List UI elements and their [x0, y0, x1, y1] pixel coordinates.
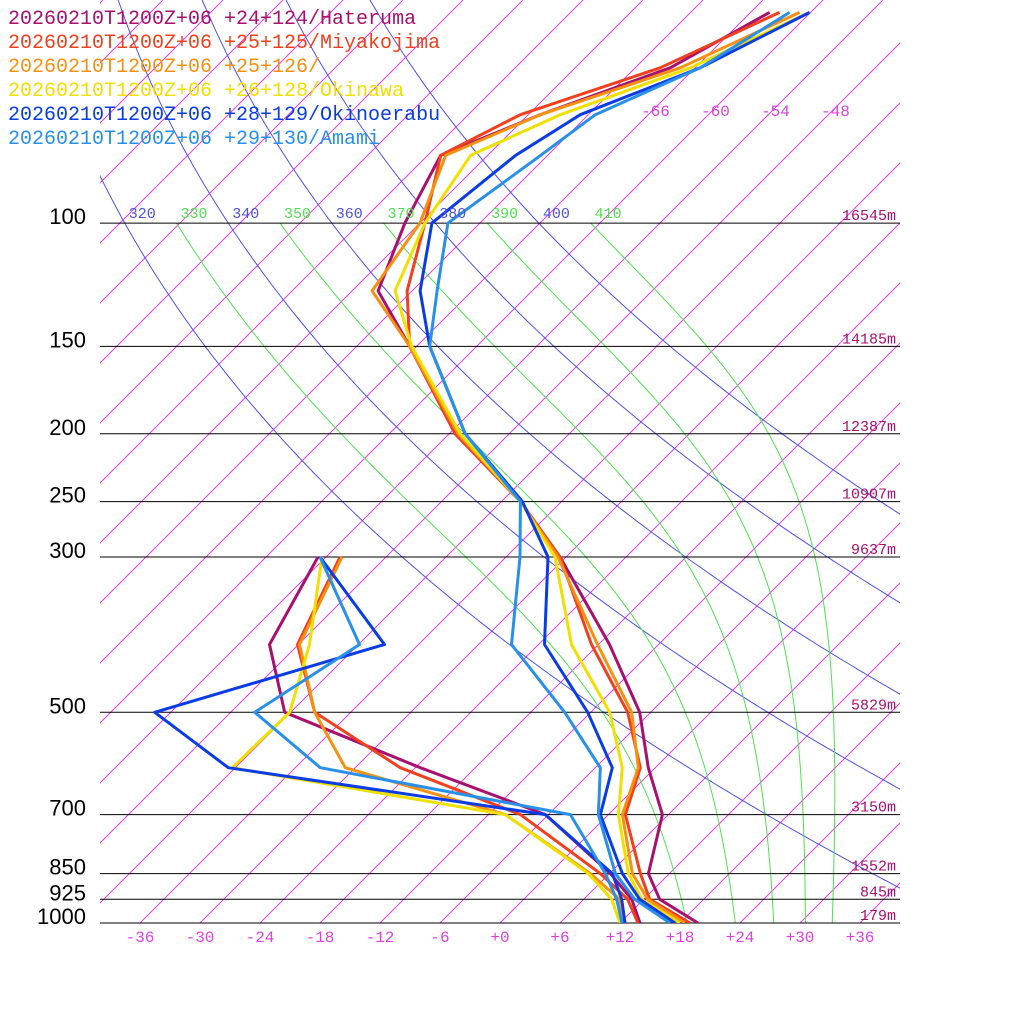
- legend-entry: 20260210T1200Z+06 +29+130/Amami: [8, 128, 380, 151]
- height-label: 9637m: [851, 542, 896, 559]
- dry-adiabat: [285, 0, 900, 604]
- height-label: 12387m: [842, 419, 896, 436]
- isotherm: [100, 0, 824, 724]
- isotherm: [739, 762, 900, 923]
- x-tick-label: +24: [726, 929, 755, 947]
- height-label: 3150m: [851, 800, 896, 817]
- dry-adiabat-label: 360: [336, 206, 363, 223]
- moist-adiabat-label: 410: [595, 206, 622, 223]
- temperature-line: [370, 11, 801, 923]
- moist-adiabat-label: 350: [284, 206, 311, 223]
- isotherm: [559, 582, 900, 923]
- x-tick-label: -36: [126, 929, 155, 947]
- temperature-line: [418, 11, 811, 923]
- legend-entry: 20260210T1200Z+06 +25+125/Miyakojima: [8, 32, 440, 55]
- temperature-line: [376, 11, 771, 923]
- y-tick-label: 925: [49, 880, 86, 905]
- isotherm: [619, 642, 900, 923]
- x-tick-label: +36: [846, 929, 875, 947]
- y-tick-label: 200: [49, 415, 86, 440]
- dewpoint-line: [230, 556, 622, 923]
- sounding-traces: [153, 11, 811, 923]
- height-label: 14185m: [842, 331, 896, 348]
- dry-adiabat-label: 340: [232, 206, 259, 223]
- y-tick-label: 150: [49, 327, 86, 352]
- y-tick-label: 250: [49, 483, 86, 508]
- dry-adiabat: [369, 0, 900, 515]
- moist-adiabat: [383, 222, 775, 923]
- isotherm: [100, 0, 764, 664]
- dry-adiabat-label: 320: [129, 206, 156, 223]
- height-label: 179m: [860, 908, 896, 925]
- height-label: 845m: [860, 884, 896, 901]
- dry-adiabat-label: 400: [543, 206, 570, 223]
- dry-adiabat-label: 380: [439, 206, 466, 223]
- x-tick-label: +30: [786, 929, 815, 947]
- isotherm-label: -48: [821, 103, 850, 121]
- y-tick-label: 850: [49, 855, 86, 880]
- x-tick-label: +6: [550, 929, 569, 947]
- isotherm: [679, 702, 900, 923]
- isotherm: [499, 522, 900, 923]
- y-tick-label: 500: [49, 693, 86, 718]
- isotherm: [100, 0, 524, 424]
- x-tick-label: +18: [666, 929, 695, 947]
- isotherm: [100, 0, 584, 484]
- isotherm: [100, 0, 884, 784]
- y-tick-label: 700: [49, 796, 86, 821]
- dewpoint-line: [153, 556, 627, 923]
- isotherm: [100, 0, 404, 304]
- x-tick-label: +0: [490, 929, 509, 947]
- isotherm-label: -66: [641, 103, 670, 121]
- x-tick-label: -24: [246, 929, 275, 947]
- y-tick-label: 1000: [37, 904, 86, 929]
- x-tick-label: +12: [606, 929, 635, 947]
- dry-adiabat: [201, 0, 900, 695]
- dry-adiabat: [117, 0, 900, 790]
- x-tick-label: -18: [306, 929, 335, 947]
- legend-entry: 20260210T1200Z+06 +25+126/: [8, 56, 320, 79]
- legend-entry: 20260210T1200Z+06 +26+128/Okinawa: [8, 80, 404, 103]
- isotherm: [100, 0, 464, 364]
- moist-adiabat-label: 370: [388, 206, 415, 223]
- dry-adiabat: [100, 174, 900, 889]
- dewpoint-line: [268, 556, 642, 923]
- dewpoint-line: [298, 556, 627, 923]
- legend-entry: 20260210T1200Z+06 +28+129/Okinoerabu: [8, 104, 440, 127]
- isotherm: [100, 0, 644, 544]
- isotherm: [100, 0, 284, 184]
- height-label: 1552m: [851, 859, 896, 876]
- moist-adiabat-label: 390: [491, 206, 518, 223]
- isotherm-label: -60: [701, 103, 730, 121]
- height-label: 5829m: [851, 697, 896, 714]
- isotherm-label: -54: [761, 103, 790, 121]
- temperature-line: [428, 11, 791, 923]
- moist-adiabat-label: 330: [181, 206, 208, 223]
- legend-entry: 20260210T1200Z+06 +24+124/Hateruma: [8, 8, 416, 31]
- x-tick-label: -6: [430, 929, 449, 947]
- background-lines: [100, 0, 900, 923]
- height-label: 16545m: [842, 208, 896, 225]
- pressure-grid: [100, 222, 900, 924]
- isotherm: [799, 822, 900, 923]
- isotherm: [259, 282, 900, 923]
- isotherm: [100, 0, 704, 604]
- x-tick-label: -12: [366, 929, 395, 947]
- isotherm: [319, 342, 900, 923]
- dewpoint-line: [296, 556, 640, 923]
- x-tick-label: -30: [186, 929, 215, 947]
- isotherm: [100, 0, 344, 244]
- height-label: 10907m: [842, 487, 896, 504]
- dewpoint-line: [253, 556, 624, 923]
- y-tick-label: 100: [49, 204, 86, 229]
- isotherm: [379, 402, 900, 923]
- isotherm: [139, 162, 900, 923]
- y-tick-label: 300: [49, 538, 86, 563]
- isotherm: [439, 462, 900, 923]
- labels: 320 340 360 380 400 330 350 370 390 410 -66 -60 -54 -…: [8, 8, 896, 947]
- isotherm: [859, 882, 900, 923]
